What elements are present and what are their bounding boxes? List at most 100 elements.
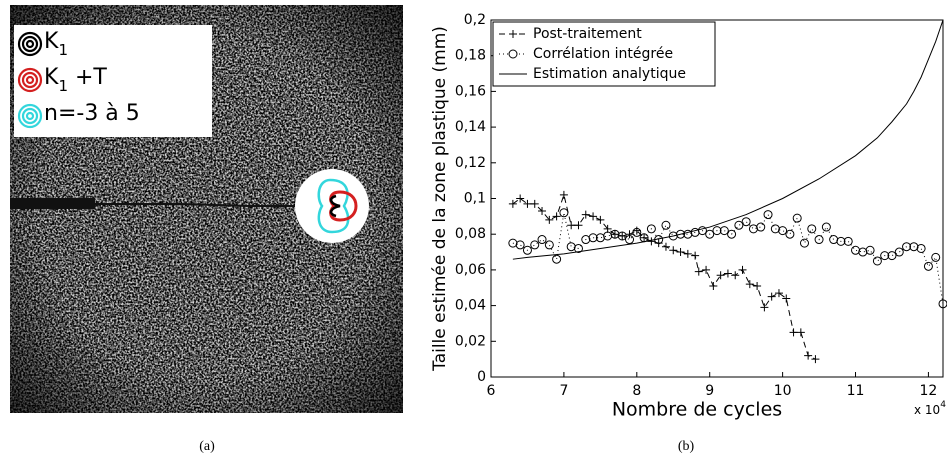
circle-marker xyxy=(522,245,532,255)
caption: (a) xyxy=(199,439,215,454)
circle-marker xyxy=(661,220,671,230)
legend-label: n=-3 à 5 xyxy=(44,101,140,126)
plus-marker xyxy=(676,248,685,257)
legend-symbol xyxy=(25,39,35,49)
legend-label: K1 xyxy=(44,29,68,59)
circle-marker xyxy=(763,210,773,220)
circle-marker xyxy=(923,261,933,271)
plus-marker xyxy=(760,303,769,312)
plus-marker xyxy=(559,190,568,199)
plus-marker xyxy=(567,221,576,230)
circle-marker xyxy=(858,247,868,257)
legend-marker xyxy=(509,30,517,38)
crack xyxy=(95,203,300,207)
y-tick-label: 0,12 xyxy=(455,155,486,171)
circle-marker xyxy=(894,247,904,257)
series-line xyxy=(512,19,944,260)
plus-marker xyxy=(545,215,554,224)
x-multiplier: x 104 xyxy=(914,400,946,417)
plus-marker xyxy=(716,271,725,280)
plus-marker xyxy=(574,221,583,230)
circle-marker xyxy=(617,231,627,241)
circle-marker xyxy=(865,245,875,255)
circle-marker xyxy=(872,256,882,266)
circle-marker xyxy=(676,229,686,239)
plus-marker xyxy=(702,265,711,274)
legend-symbol xyxy=(17,31,43,57)
plus-marker xyxy=(723,269,732,278)
plus-marker xyxy=(581,210,590,219)
plus-marker xyxy=(804,351,813,360)
y-tick-label: 0 xyxy=(477,369,486,385)
plus-marker xyxy=(538,206,547,215)
x-tick-label: 8 xyxy=(632,383,641,399)
multiplier-base: x 10 xyxy=(914,403,940,417)
legend-label: Post-traitement xyxy=(533,26,642,42)
circle-marker xyxy=(573,243,583,253)
contour-n xyxy=(317,178,350,234)
y-tick-label: 0,14 xyxy=(455,119,486,135)
legend-symbol xyxy=(17,67,43,93)
circle-marker xyxy=(807,224,817,234)
series-line xyxy=(512,193,816,360)
circle-marker xyxy=(552,254,562,264)
x-axis-label: Nombre de cycles xyxy=(612,399,782,421)
plus-marker xyxy=(647,237,656,246)
legend-label: Estimation analytique xyxy=(533,66,686,82)
legend-box xyxy=(492,21,716,87)
x-tick-label: 6 xyxy=(487,383,496,399)
circle-marker xyxy=(887,251,897,261)
circle-marker xyxy=(705,229,715,239)
legend-sub: 1 xyxy=(58,41,68,59)
y-tick-label: 0,06 xyxy=(455,262,486,278)
circle-marker xyxy=(603,231,613,241)
circle-marker xyxy=(902,242,912,252)
series-line xyxy=(512,212,944,304)
circle-marker xyxy=(778,226,788,236)
circle-marker xyxy=(544,240,554,250)
circle-marker xyxy=(537,235,547,245)
legend-label: Corrélation intégrée xyxy=(533,46,673,62)
legend-symbol xyxy=(21,107,39,125)
plus-marker xyxy=(691,251,700,260)
legend-symbol xyxy=(17,103,43,129)
circle-marker xyxy=(880,251,890,261)
y-tick-label: 0,08 xyxy=(455,226,486,242)
x-tick-label: 9 xyxy=(705,383,714,399)
plus-marker xyxy=(523,199,532,208)
circle-marker xyxy=(625,235,635,245)
y-tick-label: 0,02 xyxy=(455,333,486,349)
plus-marker xyxy=(596,215,605,224)
circle-marker xyxy=(785,229,795,239)
circle-marker xyxy=(938,299,947,309)
circle-marker xyxy=(916,243,926,253)
y-tick-label: 0,16 xyxy=(455,83,486,99)
legend-main: K xyxy=(44,29,59,54)
circle-marker xyxy=(821,222,831,232)
y-tick-label: 0,18 xyxy=(455,48,486,64)
plus-marker xyxy=(640,233,649,242)
circle-marker xyxy=(566,242,576,252)
circle-marker xyxy=(851,245,861,255)
circle-marker xyxy=(712,226,722,236)
plus-marker xyxy=(589,212,598,221)
plus-marker xyxy=(669,246,678,255)
plus-marker xyxy=(782,294,791,303)
legend-symbol xyxy=(25,111,35,121)
plus-marker xyxy=(745,280,754,289)
plus-marker xyxy=(709,281,718,290)
plus-marker xyxy=(753,281,762,290)
notch xyxy=(10,198,95,209)
y-axis-label: Taille estimée de la zone plastique (mm) xyxy=(430,26,450,372)
legend-label: K1 +T xyxy=(44,65,107,95)
x-tick-label: 12 xyxy=(920,383,938,399)
circle-marker xyxy=(646,224,656,234)
circle-marker xyxy=(697,226,707,236)
panel-b: 0 0,02 0,04 0,06 0,08 0,1 0,12 0,14 0,16 0,18 0,2 6… xyxy=(430,12,947,421)
circle-marker xyxy=(741,217,751,227)
plus-marker xyxy=(508,199,517,208)
contour-k1 xyxy=(329,194,341,218)
circle-marker xyxy=(632,227,642,237)
y-tick-label: 0,1 xyxy=(464,191,486,207)
